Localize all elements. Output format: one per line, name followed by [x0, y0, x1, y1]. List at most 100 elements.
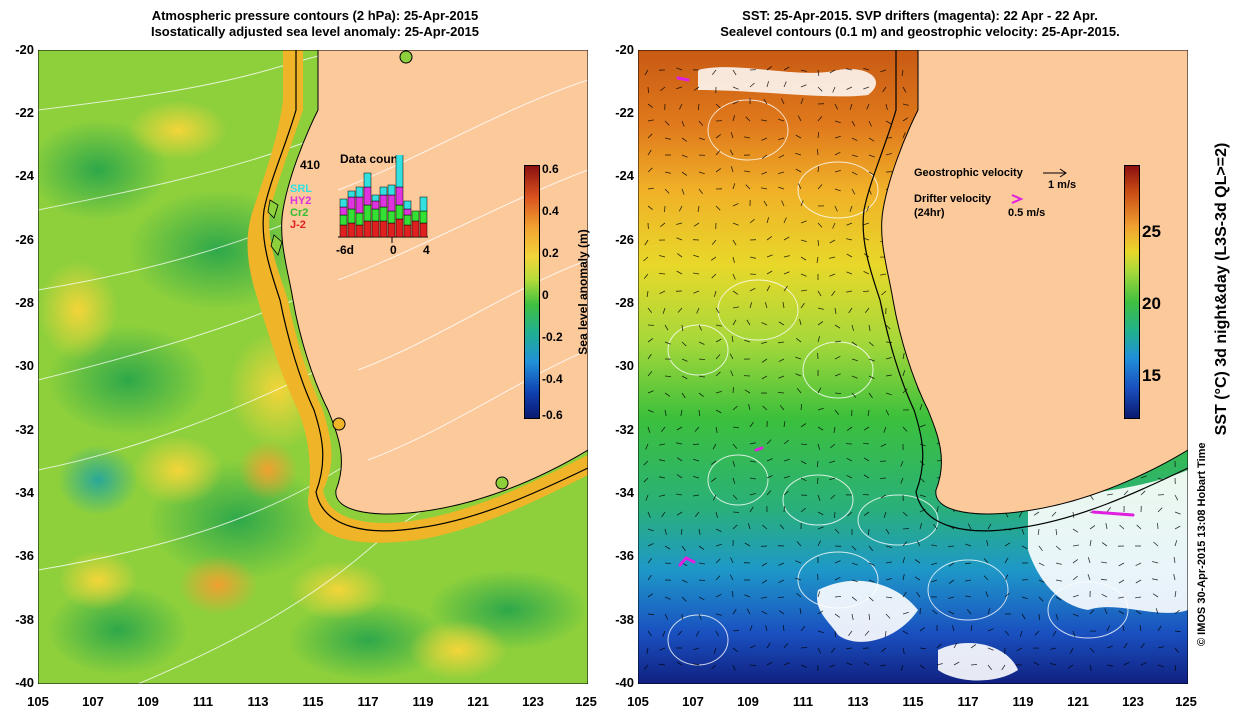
velocity-arrow — [900, 477, 904, 484]
velocity-arrow — [1055, 528, 1058, 536]
velocity-arrow — [987, 647, 994, 651]
velocity-arrow — [817, 443, 821, 450]
velocity-arrow — [817, 131, 820, 139]
velocity-arrow — [732, 86, 739, 90]
velocity-arrow — [1140, 662, 1147, 666]
velocity-arrow — [732, 524, 738, 530]
velocity-arrow — [868, 154, 875, 158]
velocity-arrow — [681, 120, 685, 127]
velocity-arrow — [744, 136, 751, 139]
velocity-arrow — [761, 137, 768, 141]
velocity-arrow — [817, 426, 824, 431]
velocity-arrow — [1089, 540, 1092, 547]
velocity-arrow — [647, 103, 654, 108]
velocity-arrow — [987, 523, 992, 530]
velocity-arrow — [766, 475, 773, 479]
velocity-arrow — [766, 661, 773, 666]
velocity-arrow — [746, 608, 751, 615]
inset-bar-segment — [371, 200, 380, 210]
right-x-label: 105 — [627, 694, 649, 709]
right-y-label: -32 — [615, 422, 634, 437]
velocity-arrow — [712, 443, 717, 450]
velocity-arrow — [647, 167, 653, 173]
velocity-arrow — [761, 341, 768, 344]
velocity-arrow — [1104, 608, 1108, 615]
velocity-arrow — [1018, 511, 1023, 518]
velocity-arrow — [1136, 524, 1142, 530]
velocity-arrow — [712, 494, 717, 501]
inset-bars — [338, 155, 428, 243]
velocity-arrow — [1038, 596, 1044, 602]
inset-bar-segment — [379, 206, 388, 222]
velocity-arrow — [948, 596, 955, 599]
velocity-arrow — [800, 443, 808, 445]
left-y-label: -28 — [15, 295, 34, 310]
velocity-arrow — [676, 270, 683, 275]
velocity-arrow — [864, 630, 870, 636]
velocity-arrow — [698, 171, 705, 175]
velocity-arrow — [947, 545, 955, 547]
geostrophic-velocity-label: Geostrophic velocity — [914, 167, 1023, 179]
velocity-arrow — [817, 116, 823, 122]
velocity-arrow — [796, 388, 802, 394]
velocity-arrow — [1021, 613, 1026, 620]
velocity-arrow — [1001, 664, 1006, 671]
left-x-label: 123 — [522, 694, 544, 709]
right-y-label: -24 — [615, 168, 634, 183]
velocity-arrow — [643, 256, 649, 262]
inset-bar-segment — [419, 210, 428, 224]
velocity-arrow — [783, 217, 787, 224]
velocity-arrow — [677, 630, 683, 636]
inset-bar-segment — [339, 214, 348, 226]
velocity-arrow — [800, 69, 807, 72]
velocity-arrow — [766, 270, 773, 275]
velocity-arrow — [900, 460, 904, 467]
velocity-arrow — [761, 171, 768, 175]
inset-bar-segment — [339, 224, 348, 238]
velocity-arrow — [762, 405, 768, 411]
velocity-arrow — [1152, 561, 1159, 564]
velocity-arrow — [863, 474, 870, 479]
velocity-arrow — [851, 596, 857, 602]
velocity-arrow — [730, 557, 734, 564]
velocity-arrow — [1118, 596, 1125, 599]
velocity-arrow — [829, 239, 836, 244]
velocity-arrow — [643, 477, 649, 483]
velocity-arrow — [711, 477, 717, 483]
inset-bar-segment — [395, 155, 404, 188]
velocity-arrow — [799, 608, 802, 615]
velocity-arrow — [660, 426, 666, 433]
velocity-arrow — [834, 613, 841, 618]
velocity-arrow — [834, 205, 838, 212]
velocity-arrow — [1055, 562, 1062, 565]
velocity-arrow — [1106, 507, 1112, 513]
inset-bar-segment — [347, 190, 356, 198]
velocity-arrow — [693, 290, 700, 294]
velocity-arrow — [1152, 593, 1159, 598]
velocity-arrow — [766, 254, 773, 258]
velocity-arrow — [762, 524, 768, 530]
right-title-line2: Sealevel contours (0.1 m) and geostrophi… — [720, 24, 1120, 39]
velocity-arrow — [797, 115, 802, 122]
velocity-arrow — [697, 205, 700, 212]
velocity-arrow — [936, 506, 939, 513]
velocity-arrow — [1173, 574, 1176, 581]
velocity-arrow — [1174, 591, 1177, 598]
velocity-arrow — [715, 593, 722, 598]
velocity-arrow — [800, 647, 808, 649]
left-x-label: 115 — [302, 694, 324, 709]
velocity-arrow — [1140, 642, 1145, 649]
cb-tick-neg0.2: -0.2 — [542, 330, 563, 344]
velocity-arrow — [1089, 647, 1095, 653]
inset-xlabel-start: -6d — [336, 243, 354, 257]
velocity-arrow — [732, 273, 736, 280]
velocity-arrow — [731, 590, 734, 598]
velocity-arrow — [795, 356, 802, 360]
velocity-arrow — [881, 647, 887, 653]
velocity-arrow — [834, 340, 841, 343]
velocity-arrow — [862, 494, 870, 496]
velocity-arrow — [868, 392, 873, 399]
velocity-arrow — [863, 86, 870, 90]
velocity-arrow — [834, 151, 841, 156]
velocity-arrow — [749, 256, 756, 259]
